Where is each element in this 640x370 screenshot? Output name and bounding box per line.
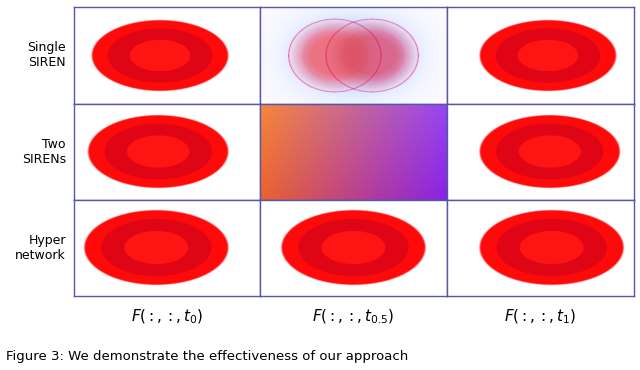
Text: Figure 3: We demonstrate the effectiveness of our approach: Figure 3: We demonstrate the effectivene… bbox=[6, 350, 409, 363]
Text: Hyper
network: Hyper network bbox=[15, 234, 66, 262]
Text: $F(:,:,t_1)$: $F(:,:,t_1)$ bbox=[504, 307, 577, 326]
Text: Single
SIREN: Single SIREN bbox=[28, 41, 66, 70]
Text: Two
SIRENs: Two SIRENs bbox=[22, 138, 66, 166]
Text: $F(:,:,t_0)$: $F(:,:,t_0)$ bbox=[131, 307, 203, 326]
Text: $F(:,:,t_{0.5})$: $F(:,:,t_{0.5})$ bbox=[312, 307, 395, 326]
